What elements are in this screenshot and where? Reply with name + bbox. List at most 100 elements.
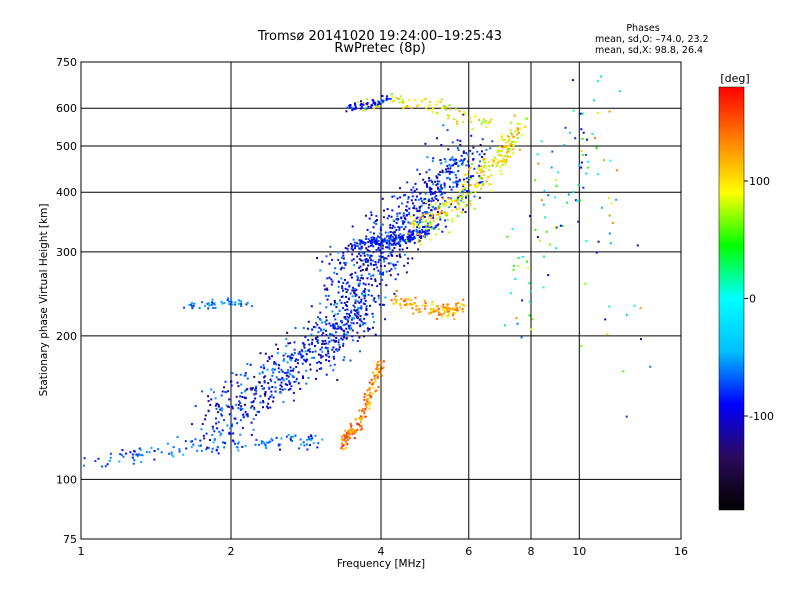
data-point bbox=[333, 271, 336, 274]
data-point bbox=[139, 448, 142, 451]
data-point bbox=[217, 452, 220, 455]
data-point bbox=[469, 200, 472, 203]
data-point bbox=[430, 309, 433, 312]
data-point bbox=[413, 218, 416, 221]
data-point bbox=[255, 389, 258, 392]
data-point bbox=[457, 170, 460, 173]
data-point bbox=[352, 304, 355, 307]
data-point bbox=[410, 304, 413, 306]
y-tick-label: 400 bbox=[56, 186, 77, 199]
data-point bbox=[372, 326, 374, 329]
data-point bbox=[362, 101, 365, 104]
data-point bbox=[438, 190, 441, 193]
data-point bbox=[480, 168, 483, 171]
data-point bbox=[374, 390, 377, 393]
data-point bbox=[406, 105, 409, 108]
data-point bbox=[375, 373, 377, 376]
data-point bbox=[421, 304, 424, 307]
data-point bbox=[513, 264, 516, 267]
data-point bbox=[325, 255, 328, 258]
data-point bbox=[372, 386, 375, 389]
data-point bbox=[393, 226, 396, 229]
data-point bbox=[408, 211, 410, 214]
data-point bbox=[580, 166, 583, 169]
data-point bbox=[380, 229, 382, 232]
data-point bbox=[367, 403, 369, 405]
data-point bbox=[485, 180, 488, 183]
data-point bbox=[334, 348, 337, 351]
data-point bbox=[370, 244, 372, 247]
data-point bbox=[251, 405, 254, 408]
data-point bbox=[372, 100, 375, 102]
data-point bbox=[382, 240, 385, 243]
data-point bbox=[447, 310, 450, 313]
data-point bbox=[237, 449, 240, 452]
data-point bbox=[393, 292, 396, 295]
data-point bbox=[369, 106, 372, 109]
data-point bbox=[349, 314, 351, 317]
data-point bbox=[518, 148, 521, 151]
data-point bbox=[335, 273, 338, 275]
data-point bbox=[365, 404, 368, 407]
data-point bbox=[342, 307, 344, 310]
data-point bbox=[555, 184, 558, 187]
data-point bbox=[432, 199, 435, 202]
data-point bbox=[453, 118, 456, 121]
data-point bbox=[445, 108, 447, 111]
data-point bbox=[370, 211, 373, 214]
data-point bbox=[97, 457, 100, 460]
data-point bbox=[380, 252, 383, 254]
data-point bbox=[451, 217, 454, 220]
data-point bbox=[223, 419, 225, 422]
data-point bbox=[239, 395, 242, 398]
data-point bbox=[343, 336, 346, 339]
data-point bbox=[232, 432, 235, 435]
data-point bbox=[457, 149, 460, 152]
data-point bbox=[250, 401, 253, 404]
data-point bbox=[350, 321, 353, 324]
data-point bbox=[406, 201, 409, 204]
data-point bbox=[392, 264, 395, 267]
data-point bbox=[456, 202, 459, 204]
data-point bbox=[455, 158, 457, 161]
data-point bbox=[374, 333, 377, 336]
data-point bbox=[292, 435, 295, 438]
data-point bbox=[330, 339, 333, 342]
data-point bbox=[600, 206, 603, 209]
data-point bbox=[271, 355, 273, 358]
data-point bbox=[252, 418, 255, 420]
data-point bbox=[190, 445, 193, 448]
data-point bbox=[215, 422, 218, 425]
data-point bbox=[383, 303, 386, 306]
data-point bbox=[172, 455, 175, 458]
data-point bbox=[521, 299, 524, 302]
data-point bbox=[243, 374, 246, 377]
data-point bbox=[399, 233, 402, 236]
data-point bbox=[388, 243, 391, 246]
data-point bbox=[461, 198, 464, 201]
data-point bbox=[430, 179, 433, 182]
data-point bbox=[333, 357, 335, 360]
data-point bbox=[383, 237, 386, 240]
data-point bbox=[587, 160, 590, 163]
data-point bbox=[409, 215, 412, 218]
data-point bbox=[311, 356, 314, 359]
data-point bbox=[390, 215, 393, 218]
data-point bbox=[389, 226, 392, 229]
data-point bbox=[178, 450, 181, 453]
data-point bbox=[326, 288, 329, 291]
data-point bbox=[452, 186, 455, 188]
data-point bbox=[375, 368, 378, 371]
data-point bbox=[478, 196, 481, 199]
data-point bbox=[373, 268, 376, 271]
data-point bbox=[387, 97, 390, 100]
data-point bbox=[426, 229, 429, 232]
data-point bbox=[376, 376, 379, 379]
data-point bbox=[362, 294, 365, 297]
data-point bbox=[240, 405, 243, 408]
data-point bbox=[449, 165, 452, 168]
data-point bbox=[234, 303, 237, 306]
data-point bbox=[547, 274, 550, 277]
data-point bbox=[407, 196, 410, 199]
plot-frame bbox=[80, 61, 682, 540]
